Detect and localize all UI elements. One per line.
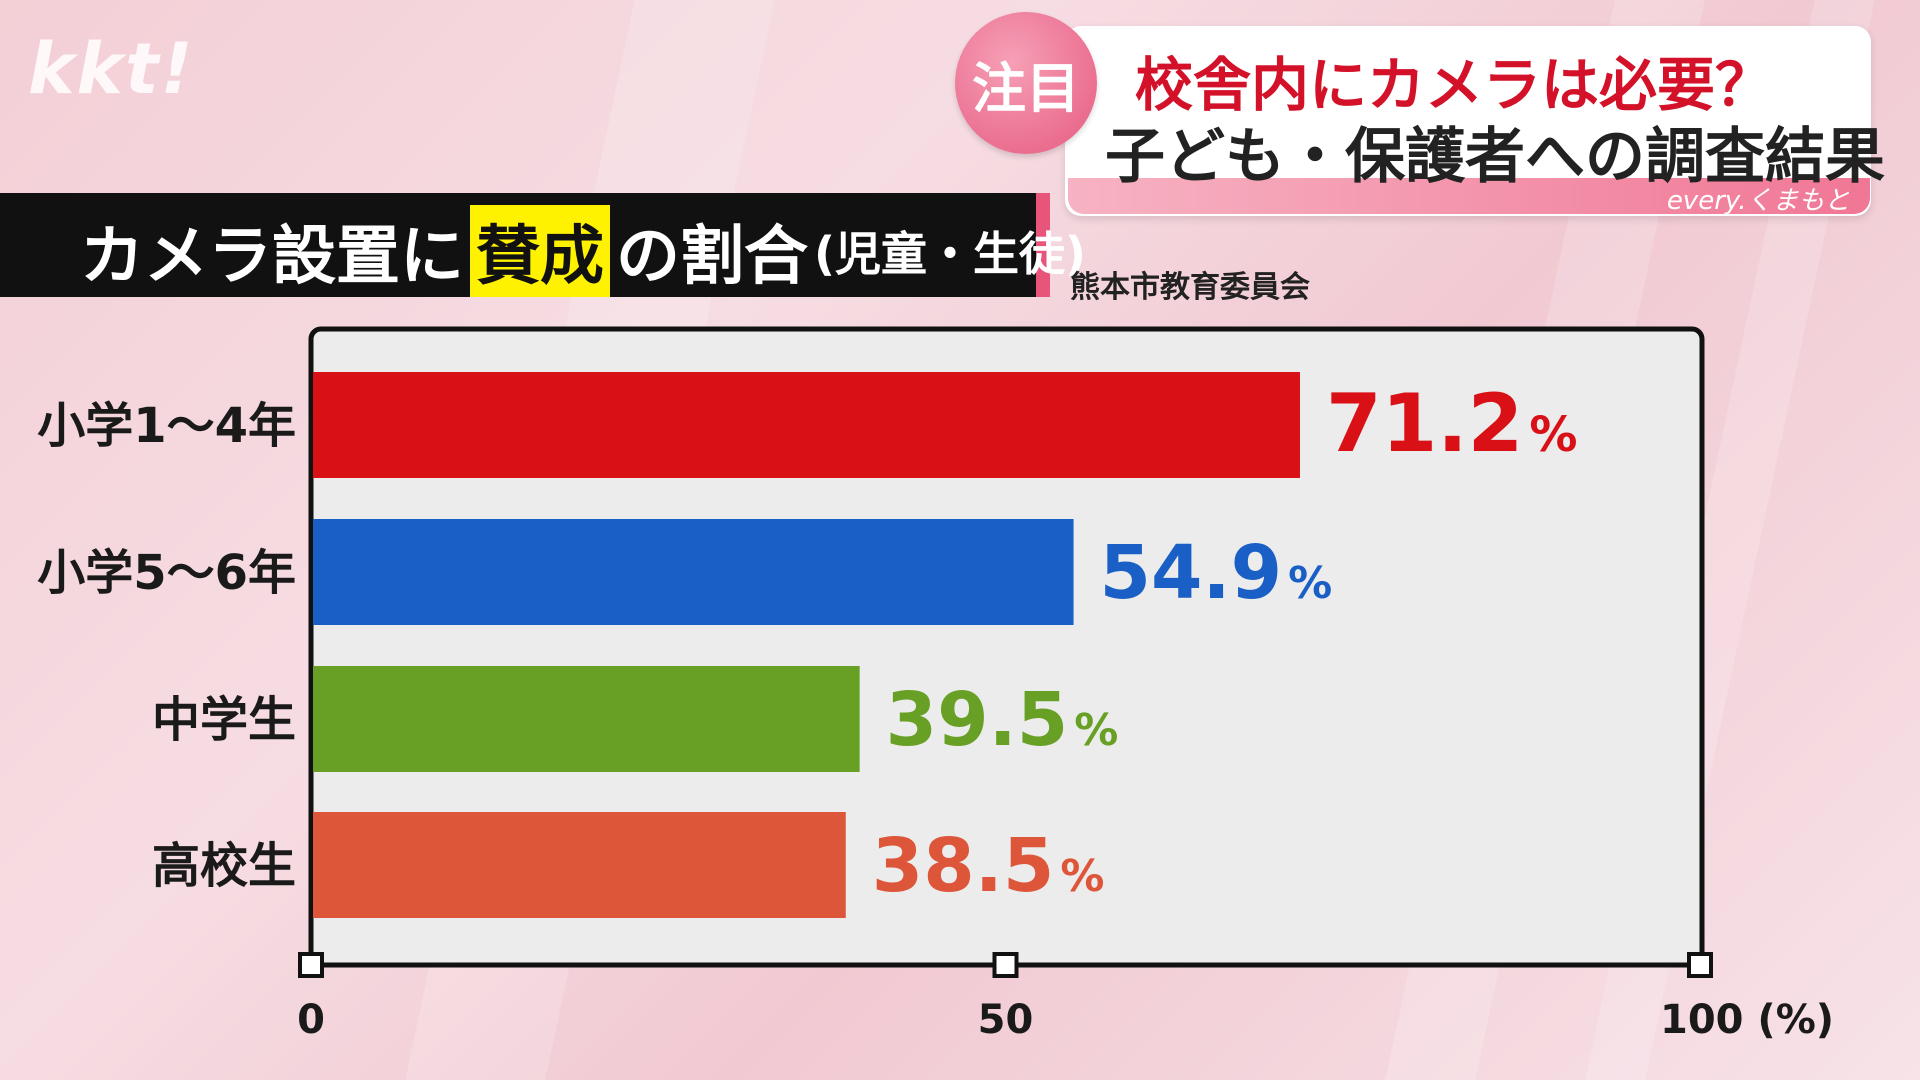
chart-title: カメラ設置に 賛成 の割合 (児童・生徒): [80, 205, 1086, 297]
bar-4: [313, 812, 846, 918]
headline-line1: 校舎内にカメラは必要？: [1135, 51, 1774, 119]
source-label: 熊本市教育委員会: [1070, 270, 1310, 305]
x-tick-label-3: 100 (%): [1660, 997, 1834, 1043]
x-tick-marker-2: [992, 952, 1019, 978]
category-label-1: 小学1～4年: [37, 398, 296, 454]
x-tick-marker-1: [298, 952, 324, 978]
bar-2: [313, 519, 1074, 625]
program-logo: every.くまもと: [1666, 186, 1850, 216]
title-highlight: 賛成: [470, 205, 610, 297]
category-label-3: 中学生: [152, 692, 296, 748]
topic-accent-bar: [1068, 178, 1870, 214]
category-label-4: 高校生: [152, 838, 296, 894]
topic-badge: 注目: [955, 12, 1097, 154]
bar-3: [313, 666, 860, 772]
bar-1: [313, 372, 1300, 478]
title-sub: (児童・生徒): [814, 227, 1087, 281]
x-tick-label-1: 0: [297, 997, 325, 1043]
x-tick-label-2: 50: [978, 997, 1034, 1043]
station-logo: kkt!: [28, 28, 195, 110]
x-tick-marker-3: [1687, 952, 1713, 978]
category-label-2: 小学5～6年: [37, 545, 296, 601]
title-suffix: の割合: [616, 220, 808, 294]
title-prefix: カメラ設置に: [80, 220, 464, 294]
headline-line2: 子ども・保護者への調査結果: [1105, 122, 1885, 192]
